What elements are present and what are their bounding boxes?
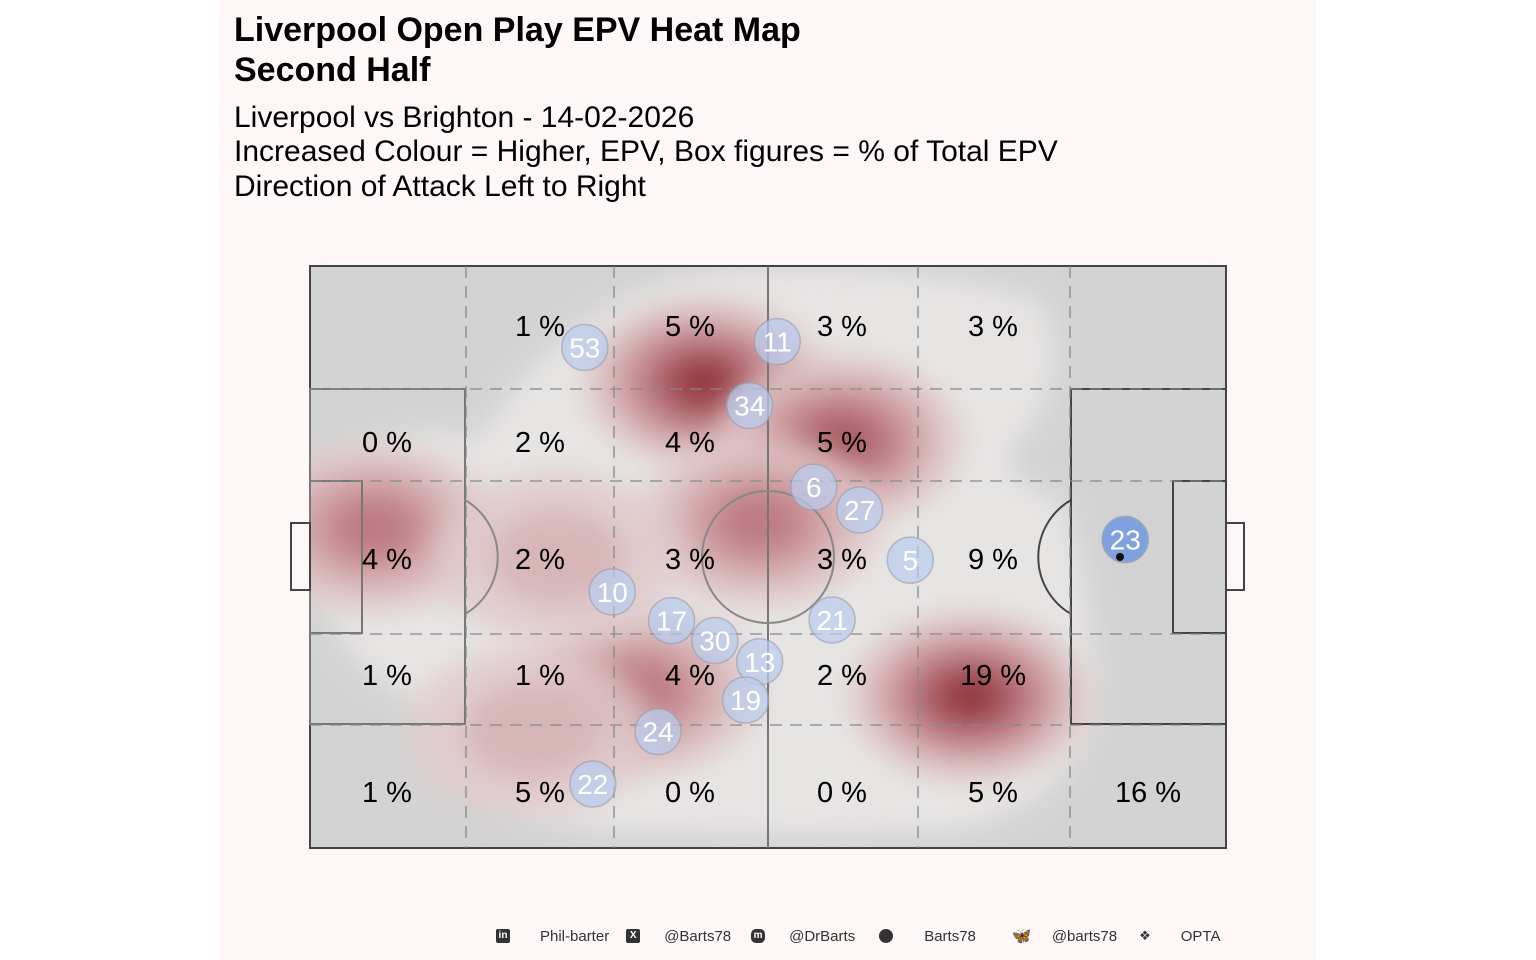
subtitle-match: Liverpool vs Brighton - 14-02-2026 [234,101,695,134]
zone-percentage: 5 % [665,311,715,343]
player-number: 23 [1110,525,1141,556]
bluesky-icon: 🦋 [1011,928,1032,945]
linkedin-handle[interactable]: Phil-barter [540,927,610,945]
footer: in Phil-barter X @Barts78 m @DrBarts Bar… [496,926,1220,946]
heat-hotspot [636,437,881,608]
zone-percentage: 0 % [817,777,867,809]
zone-percentage: 0 % [362,427,412,459]
player-number: 13 [744,647,775,678]
event-dot [1116,553,1124,561]
data-source: OPTA [1180,927,1221,945]
zone-percentage: 4 % [665,660,715,692]
player-marker[interactable]: 34 [725,381,774,430]
player-circle [569,760,617,808]
player-marker[interactable]: 21 [808,596,856,644]
player-marker[interactable]: 24 [634,707,682,756]
player-marker[interactable]: 5 [886,536,934,584]
player-circle [634,707,682,756]
linkedin-icon: in [496,929,510,943]
player-marker[interactable]: 17 [647,596,696,645]
player-circle [691,616,739,665]
zone-percentage: 2 % [817,660,867,692]
player-marker[interactable]: 22 [569,760,617,808]
player-circle [1101,515,1149,564]
zone-percentage: 1 % [515,311,565,343]
player-marker[interactable]: 23 [1101,515,1149,564]
player-circle [725,381,774,430]
player-circle [561,323,609,372]
heat-hotspot [847,611,1092,782]
x-icon: X [626,929,641,943]
zone-percentage: 1 % [362,777,412,809]
player-marker[interactable]: 30 [691,616,739,665]
mastodon-icon: m [751,929,766,943]
zone-percentage: 3 % [968,311,1018,343]
zone-percentage: 3 % [817,544,867,576]
chart-title: Liverpool Open Play EPV Heat Map [234,11,801,49]
player-circle [835,486,884,534]
x-handle[interactable]: @Barts78 [664,927,732,945]
player-number: 27 [844,495,875,526]
pitch-markings [290,265,1245,849]
player-circle [721,676,770,724]
zone-percentage: 1 % [362,660,412,692]
zone-percentage: 19 % [960,660,1026,692]
subtitle-legend: Increased Colour = Higher, EPV, Box figu… [234,135,1058,168]
zone-percentage: 2 % [515,544,565,576]
player-number: 10 [597,577,628,608]
zone-percentage: 4 % [665,427,715,459]
subtitle-direction: Direction of Attack Left to Right [234,170,646,203]
zone-percentage: 3 % [665,544,715,576]
player-number: 19 [730,685,761,716]
player-number: 30 [699,625,730,656]
zone-percentage: 9 % [968,544,1018,576]
player-number: 34 [734,391,765,422]
player-number: 5 [902,545,918,576]
player-marker[interactable]: 11 [753,317,801,366]
chart-title-line2: Second Half [234,51,431,89]
player-number: 22 [577,769,608,800]
player-marker[interactable]: 6 [790,463,838,511]
player-number: 53 [569,332,600,363]
zone-percentage: 5 % [817,427,867,459]
heat-layer [310,268,1092,835]
zone-percentage: 5 % [515,777,565,809]
github-handle[interactable]: Barts78 [924,927,976,945]
player-circle [790,463,838,511]
player-marker[interactable]: 10 [588,568,637,616]
player-number: 11 [763,327,792,358]
zone-percentage: 5 % [968,777,1018,809]
zone-percentage: 1 % [515,660,565,692]
zone-percentage: 4 % [362,544,412,576]
zone-percentage: 0 % [665,777,715,809]
player-number: 6 [806,472,822,503]
player-marker[interactable]: 53 [561,323,609,372]
mastodon-handle[interactable]: @DrBarts [789,927,856,945]
player-circle [808,596,856,644]
player-circle [886,536,934,584]
player-circle [588,568,637,616]
player-marker[interactable]: 27 [835,486,884,534]
zone-percentage: 2 % [515,427,565,459]
player-number: 24 [643,717,674,748]
player-marker[interactable]: 19 [721,676,770,724]
player-circle [753,317,801,366]
dropbox-icon: ❖ [1139,928,1151,943]
player-marker[interactable]: 13 [735,638,784,686]
bluesky-handle[interactable]: @barts78 [1051,927,1118,945]
zone-percentage: 3 % [817,311,867,343]
player-number: 21 [817,605,848,636]
github-icon [879,929,894,943]
player-circle [647,596,696,645]
player-number: 17 [656,606,687,637]
zone-percentage: 16 % [1115,777,1181,809]
